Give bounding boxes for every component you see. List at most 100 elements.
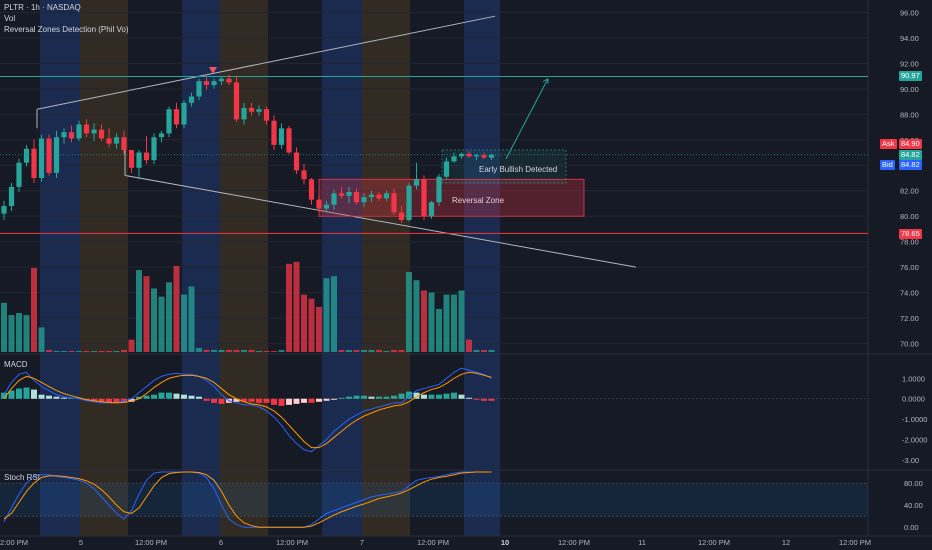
volume-bar — [68, 350, 75, 352]
candle-body — [98, 129, 105, 139]
candle-body — [413, 179, 420, 186]
ask-label-tag: Ask — [880, 139, 897, 149]
macd-histogram-bar — [323, 398, 330, 401]
candle-body — [323, 204, 330, 209]
session-band — [220, 0, 268, 536]
macd-histogram-bar — [136, 396, 142, 399]
candle-body — [61, 132, 67, 138]
macd-histogram-bar — [98, 398, 105, 402]
volume-bar — [173, 265, 180, 352]
candle-body — [188, 96, 195, 103]
volume-bar — [271, 350, 277, 352]
volume-bar — [203, 349, 210, 352]
candle-body — [151, 137, 157, 161]
volume-bar — [241, 349, 247, 352]
macd-histogram-bar — [128, 398, 135, 402]
candle-body — [241, 107, 247, 120]
candle-body — [121, 137, 127, 150]
macd-tick-label: -1.0000 — [902, 415, 927, 424]
stoch-tick-label: 80.00 — [904, 479, 923, 488]
macd-histogram-bar — [151, 394, 157, 399]
volume-bar — [233, 349, 240, 352]
candle-body — [1, 206, 7, 214]
candle-body — [173, 109, 180, 125]
macd-histogram-bar — [233, 398, 240, 402]
candle-body — [113, 137, 120, 144]
upper-trendline — [36, 15, 496, 110]
volume-bar — [91, 350, 97, 352]
candle-body — [68, 132, 75, 139]
time-tick-label: 2:00 PM — [0, 538, 28, 547]
candle-body — [16, 162, 22, 187]
lower-trendline — [124, 174, 637, 268]
volume-bar — [308, 298, 315, 352]
reversal-zone-label: Reversal Zone — [452, 196, 505, 205]
macd-histogram-bar — [46, 395, 52, 399]
candle-body — [316, 199, 322, 209]
volume-bar — [353, 349, 360, 352]
volume-bar — [226, 349, 232, 352]
volume-bar — [263, 350, 270, 352]
bid-price-tag: 84.82 — [899, 160, 922, 170]
candle-body — [23, 148, 30, 163]
price-tick-label: 90.00 — [900, 85, 919, 94]
macd-histogram-bar — [91, 398, 97, 401]
volume-bar — [181, 294, 187, 352]
candle-body — [338, 193, 345, 196]
price-tick-label: 80.00 — [900, 212, 919, 221]
volume-bar — [211, 349, 217, 352]
macd-histogram-bar — [211, 398, 217, 403]
macd-histogram-bar — [286, 398, 292, 405]
volume-bar — [458, 290, 465, 352]
macd-histogram-bar — [421, 394, 427, 399]
candle-body — [136, 152, 142, 168]
macd-histogram-bar — [316, 398, 322, 402]
time-tick-label: 10 — [501, 538, 509, 547]
macd-histogram-bar — [23, 387, 30, 399]
candle-body — [53, 137, 60, 173]
macd-histogram-bar — [188, 395, 195, 399]
macd-histogram-bar — [353, 395, 360, 399]
macd-histogram-bar — [383, 396, 390, 399]
volume-bar — [443, 294, 450, 352]
resistance-price-tag: 90.97 — [899, 71, 922, 81]
macd-histogram-bar — [31, 389, 37, 399]
session-band — [464, 0, 500, 536]
macd-histogram-bar — [271, 398, 277, 405]
candle-body — [286, 128, 292, 153]
macd-histogram-bar — [278, 398, 285, 406]
stoch-tick-label: 0.00 — [904, 523, 919, 532]
price-tick-label: 96.00 — [900, 8, 919, 17]
volume-bar — [346, 349, 352, 352]
volume-bar — [8, 315, 15, 352]
candle-body — [233, 82, 240, 120]
macd-histogram-bar — [68, 397, 75, 399]
candle-body — [263, 109, 270, 121]
volume-bar — [188, 286, 195, 352]
stoch-band — [0, 483, 868, 517]
candle-body — [361, 197, 367, 203]
volume-bar — [278, 349, 285, 352]
stoch-d-line — [3, 471, 492, 528]
volume-bar — [76, 350, 82, 352]
candle-body — [158, 133, 165, 138]
volume-bar — [323, 278, 330, 352]
symbol-title: PLTR · 1h · NASDAQ — [4, 3, 81, 12]
macd-histogram-bar — [376, 396, 382, 399]
price-tick-label: 92.00 — [900, 59, 919, 68]
bid-label-tag: Bid — [880, 160, 895, 170]
candle-body — [458, 153, 465, 157]
macd-histogram-bar — [368, 396, 375, 399]
macd-tick-label: 0.0000 — [902, 395, 925, 404]
volume-bar — [451, 294, 457, 352]
candle-body — [128, 149, 135, 168]
time-tick-label: 11 — [638, 538, 646, 547]
time-tick-label: 12:00 PM — [698, 538, 730, 547]
candle-body — [481, 155, 487, 158]
candle-body — [451, 156, 457, 162]
support-price-tag: 78.65 — [899, 229, 922, 239]
time-tick-label: 12:00 PM — [558, 538, 590, 547]
macd-histogram-bar — [361, 395, 367, 399]
